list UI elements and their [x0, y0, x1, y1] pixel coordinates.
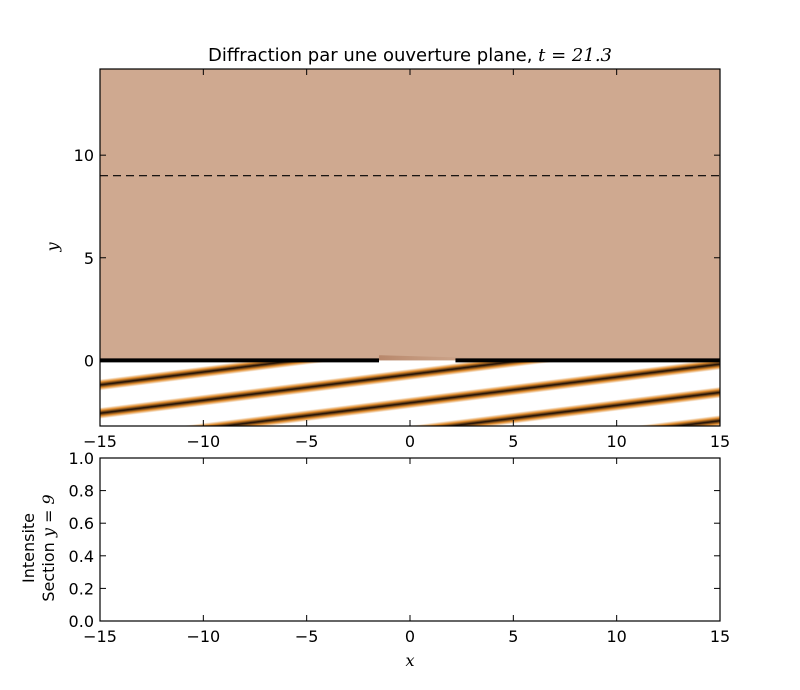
- y-tick-label: 0.4: [69, 547, 94, 566]
- bottom-y-axis: 0.0 0.2 0.4 0.6 0.8 1.0: [69, 449, 720, 631]
- y-tick-label: 0.6: [69, 514, 94, 533]
- y-tick-label: 0: [84, 351, 94, 370]
- bottom-y-axis-label: Intensite Section y = 9: [19, 494, 58, 601]
- x-tick-label: −5: [295, 432, 319, 451]
- x-tick-label: −10: [186, 432, 220, 451]
- x-tick-label: −10: [186, 627, 220, 646]
- y-tick-label: 10: [74, 146, 94, 165]
- x-tick-label: 15: [710, 432, 730, 451]
- x-tick-label: −5: [295, 627, 319, 646]
- x-tick-label: 15: [710, 627, 730, 646]
- top-y-axis-label: y: [43, 242, 62, 253]
- intensity-plot-frame: [99, 457, 721, 622]
- y-tick-label: 0.8: [69, 482, 94, 501]
- x-tick-label: 10: [606, 432, 626, 451]
- y-tick-label: 5: [84, 249, 94, 268]
- section-label: Section y = 9: [39, 494, 58, 601]
- top-y-axis: 0 5 10: [74, 146, 720, 370]
- x-tick-label: −15: [83, 432, 117, 451]
- x-tick-label: −15: [83, 627, 117, 646]
- x-tick-label: 5: [508, 627, 518, 646]
- top-x-axis: −15 −10 −5 0 5 10 15: [83, 69, 730, 451]
- chart-title-math: t = 21.3: [538, 45, 612, 66]
- x-tick-label: 5: [508, 432, 518, 451]
- section-label-math: y = 9: [39, 494, 58, 538]
- chart-title-text: Diffraction par une ouverture plane,: [208, 45, 538, 66]
- wave-region: [100, 360, 720, 426]
- y-tick-label: 0.2: [69, 579, 94, 598]
- intensity-label: Intensite: [19, 513, 38, 583]
- chart-title: Diffraction par une ouverture plane, t =…: [208, 45, 612, 66]
- bottom-x-axis: −15 −10 −5 0 5 10 15: [83, 458, 730, 646]
- x-tick-label: 0: [405, 627, 415, 646]
- section-label-text: Section: [39, 537, 58, 602]
- y-tick-label: 0.0: [69, 612, 94, 631]
- x-tick-label: 0: [405, 432, 415, 451]
- x-tick-label: 10: [606, 627, 626, 646]
- heatmap-area: [100, 69, 720, 426]
- y-tick-label: 1.0: [69, 449, 94, 468]
- bottom-x-axis-label: x: [405, 651, 414, 670]
